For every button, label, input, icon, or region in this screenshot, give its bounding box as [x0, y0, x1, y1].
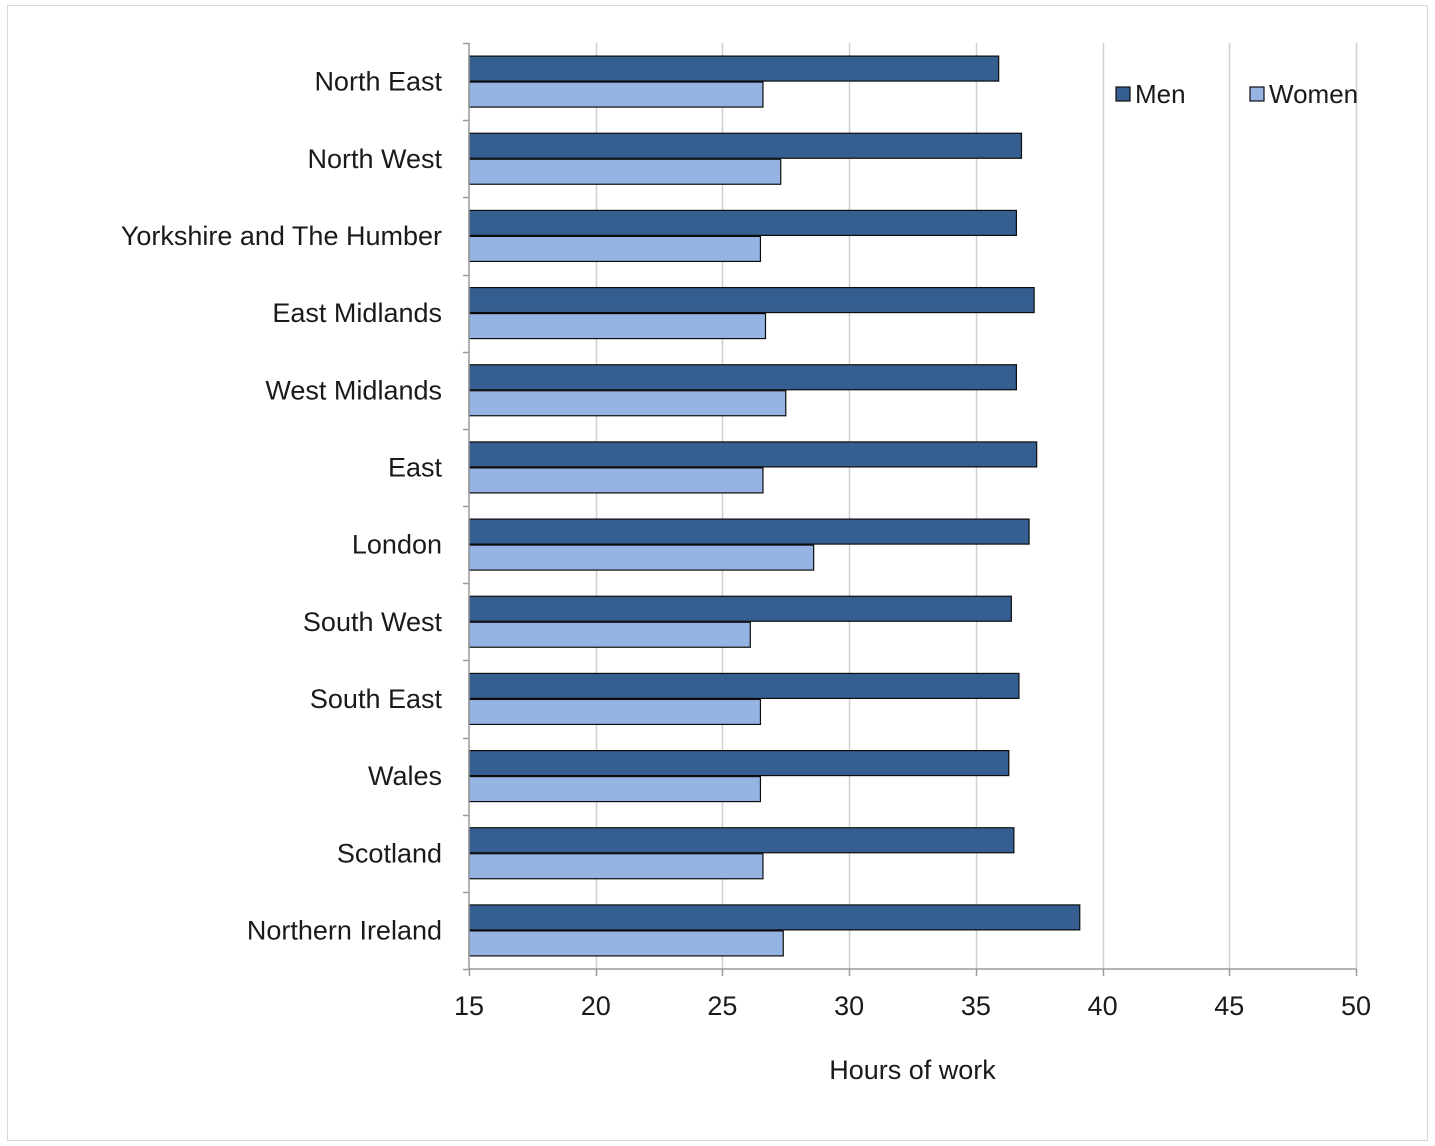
bar-men-yorkshire-and-the-humber — [468, 209, 1018, 237]
category-label: London — [352, 530, 442, 560]
axes — [463, 42, 1358, 976]
category-label: West Midlands — [265, 375, 442, 405]
x-tick-label: 50 — [1341, 991, 1371, 1021]
bar-women-scotland — [468, 853, 764, 880]
bar-women-london — [468, 544, 815, 571]
category-label: East — [388, 452, 443, 482]
bar-women-northern-ireland — [468, 930, 784, 957]
gridlines — [595, 43, 1358, 969]
bar-men-north-west — [468, 132, 1023, 159]
bar-men-scotland — [468, 827, 1015, 854]
category-label: Scotland — [337, 838, 442, 868]
category-label: Yorkshire and The Humber — [121, 221, 442, 251]
bar-men-wales — [468, 749, 1010, 777]
bar-men-north-east — [468, 55, 1000, 82]
bar-women-east — [468, 467, 764, 494]
bar-men-south-west — [468, 595, 1012, 622]
category-label: East Midlands — [272, 298, 442, 328]
category-labels: North East North West Yorkshire and The Hu… — [121, 67, 443, 946]
legend: Men Women — [1115, 79, 1358, 109]
bar-women-north-east — [468, 81, 764, 108]
legend-label-women: Women — [1269, 79, 1358, 109]
category-label: South West — [303, 607, 443, 637]
bar-women-east-midlands — [468, 312, 767, 340]
bar-men-east-midlands — [468, 286, 1035, 314]
x-tick-label: 35 — [961, 991, 991, 1021]
legend-item-women: Women — [1249, 79, 1358, 109]
category-label: Northern Ireland — [247, 915, 442, 945]
x-tick-label: 20 — [581, 991, 611, 1021]
category-label: South East — [310, 684, 443, 714]
category-label: North West — [307, 144, 442, 174]
bar-men-south-east — [468, 672, 1020, 700]
bars — [468, 55, 1081, 957]
x-tick-label: 15 — [454, 991, 484, 1021]
bar-men-northern-ireland — [468, 904, 1081, 931]
x-tick-label: 45 — [1214, 991, 1244, 1021]
bar-women-west-midlands — [468, 390, 787, 417]
bar-women-yorkshire-and-the-humber — [468, 235, 762, 263]
legend-item-men: Men — [1115, 79, 1186, 109]
bar-women-south-east — [468, 698, 762, 726]
x-axis-title: Hours of work — [829, 1055, 996, 1085]
category-label: Wales — [368, 761, 442, 791]
x-tick-label: 25 — [707, 991, 737, 1021]
x-tick-label: 40 — [1088, 991, 1118, 1021]
bar-women-north-west — [468, 158, 782, 185]
legend-swatch-men — [1115, 86, 1131, 102]
x-tick-labels: 15 20 25 30 35 40 45 50 — [454, 991, 1371, 1021]
bar-men-london — [468, 518, 1030, 545]
legend-label-men: Men — [1135, 79, 1186, 109]
legend-swatch-women — [1249, 86, 1265, 102]
bar-women-south-west — [468, 621, 751, 648]
category-label: North East — [314, 67, 442, 97]
bar-men-west-midlands — [468, 364, 1018, 391]
bar-men-east — [468, 441, 1038, 468]
bar-women-wales — [468, 775, 762, 803]
x-tick-label: 30 — [834, 991, 864, 1021]
